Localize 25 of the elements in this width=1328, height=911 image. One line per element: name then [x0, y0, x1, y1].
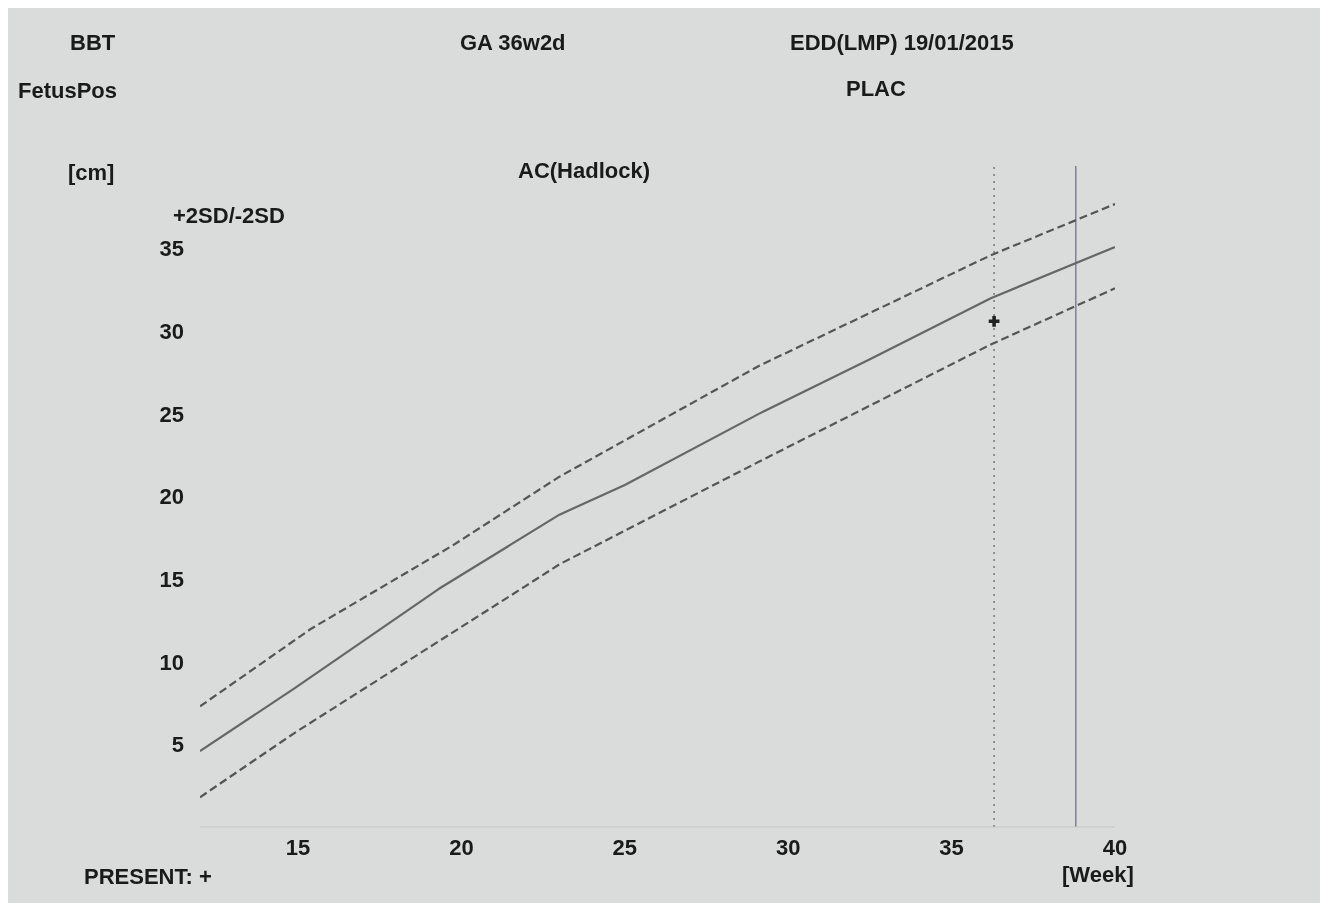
text: PLAC [846, 76, 906, 102]
text: FetusPos [18, 78, 118, 104]
y-tick-label: 30 [159, 319, 184, 345]
line-series [200, 287, 1115, 799]
annotation: +2SD/-2SD [173, 203, 285, 229]
x-tick-label: 40 [1102, 834, 1128, 860]
y-axis-title: [cm] [68, 160, 115, 186]
x-tick-label: 30 [775, 834, 801, 860]
x-tick-label: 25 [612, 834, 638, 860]
y-tick-label: 20 [159, 484, 184, 510]
text: GA 36w2d [460, 30, 566, 56]
text: PRESENT: + [84, 864, 212, 890]
y-tick-label: 35 [159, 236, 184, 262]
x-axis-title: [Week] [1062, 862, 1134, 888]
x-tick-label: 20 [449, 834, 474, 860]
text: EDD(LMP) 19/01/2015 [790, 30, 1014, 56]
y-tick-label: 25 [159, 401, 184, 427]
y-tick-label: 10 [159, 649, 184, 675]
line-series [200, 245, 1115, 753]
y-tick-label: 15 [159, 566, 184, 592]
x-tick-label: 35 [939, 834, 964, 860]
text: BBT [70, 30, 116, 56]
chart-title: AC(Hadlock) [518, 158, 651, 184]
x-tick-label: 15 [285, 834, 311, 860]
y-tick-label: 5 [171, 732, 184, 758]
